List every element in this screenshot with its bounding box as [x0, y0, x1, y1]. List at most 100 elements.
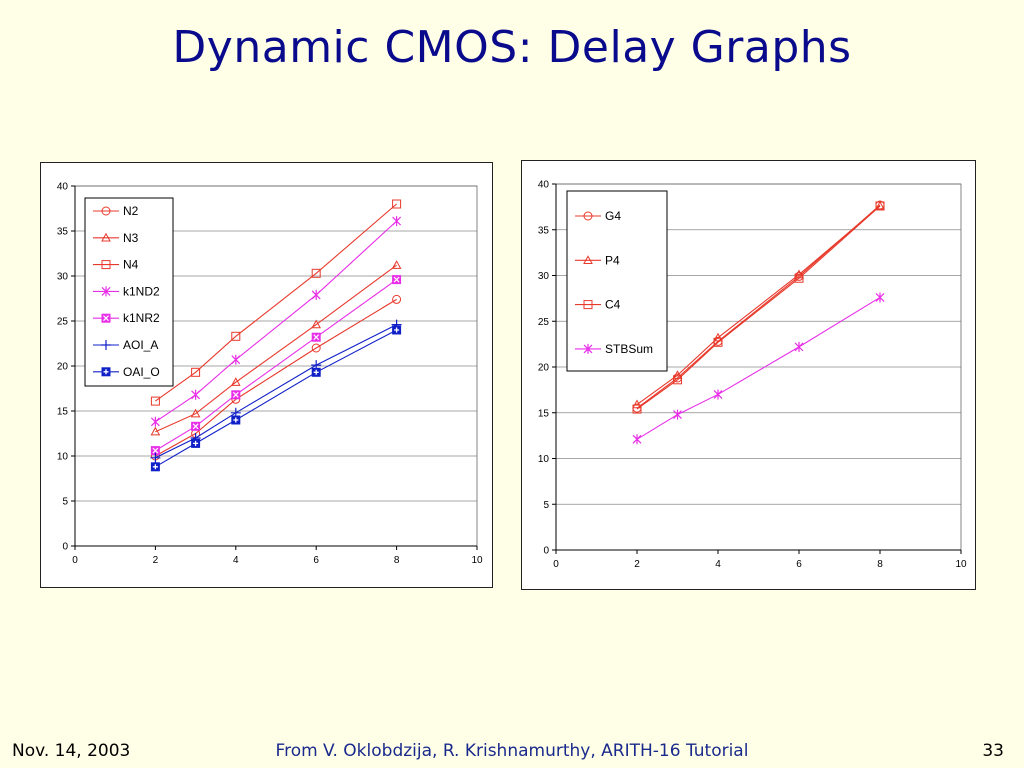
chart0-y-tick-label: 10 [57, 452, 69, 463]
chart0-x-tick-label: 6 [313, 555, 319, 566]
chart1-legend: G4 P4 C4 STBSum [566, 190, 668, 372]
chart0-data-point [392, 294, 402, 304]
chart0-data-point [311, 367, 321, 377]
chart0-series-oai-o [150, 325, 402, 472]
chart1-legend-label: P4 [605, 253, 620, 267]
chart0-legend-label: k1NR2 [123, 311, 160, 325]
footer-date: Nov. 14, 2003 [12, 741, 131, 761]
chart0-data-point [231, 331, 241, 341]
chart1-legend-marker [583, 255, 593, 264]
chart0-data-point [231, 354, 241, 365]
chart0-data-point [150, 416, 160, 427]
delay-chart-right: 0 5 10 15 20 25 30 35 40 0 2 4 6 8 10 G4 P4 C4 STBSum [521, 160, 976, 590]
chart0-legend: N2 N3 N4 k1ND2 k1NR2 AOI_A OAI_O [84, 197, 174, 387]
chart1-y-tick-label: 5 [543, 500, 549, 511]
chart1-data-point [875, 201, 885, 211]
delay-chart-right-svg: 0 5 10 15 20 25 30 35 40 0 2 4 6 8 10 G4 P4 C4 STBSum [538, 180, 967, 571]
chart0-legend-marker [101, 232, 111, 242]
chart1-y-tick-label: 15 [538, 408, 550, 419]
chart0-data-point [392, 325, 402, 335]
chart0-x-tick-label: 8 [394, 555, 400, 566]
chart0-data-point [311, 268, 321, 278]
chart1-x-tick-label: 4 [715, 559, 721, 570]
chart1-legend-marker [583, 211, 593, 221]
chart0-series-k1nr2 [150, 275, 402, 456]
chart1-data-point [875, 200, 885, 210]
chart0-legend-marker [101, 367, 111, 377]
chart0-y-tick-label: 0 [62, 542, 68, 553]
chart0-data-point [392, 275, 402, 285]
chart1-series-stbsum [632, 292, 885, 445]
chart0-y-tick-label: 25 [57, 317, 69, 328]
chart1-y-tick-label: 0 [543, 546, 549, 557]
chart0-data-point [191, 421, 201, 431]
chart0-y-tick-label: 20 [57, 362, 69, 373]
chart0-data-point [311, 343, 321, 353]
chart1-series-line [636, 205, 881, 405]
chart1-data-point [632, 399, 642, 409]
chart0-data-point [392, 199, 402, 209]
chart1-data-point [673, 375, 682, 385]
chart0-y-tick-label: 30 [57, 272, 69, 283]
chart1-y-tick-label: 35 [538, 225, 550, 236]
chart0-data-point [391, 260, 402, 269]
chart0-data-point [311, 332, 321, 342]
chart1-legend-marker [583, 300, 593, 310]
chart1-series-c4 [632, 201, 885, 414]
chart0-data-point [311, 319, 322, 329]
chart1-data-point [794, 341, 804, 352]
chart0-legend-label: AOI_A [123, 338, 158, 352]
chart0-legend-box [84, 197, 174, 387]
chart1-data-point [713, 389, 723, 400]
chart1-series-line [636, 205, 881, 410]
chart0-data-point [191, 389, 201, 400]
chart1-legend-label: C4 [605, 298, 621, 312]
chart0-legend-item: k1ND2 [93, 284, 160, 298]
chart1-x-tick-label: 0 [553, 559, 559, 570]
chart0-legend-item: N2 [93, 204, 139, 218]
page-number: 33 [982, 741, 1004, 761]
chart0-legend-label: N2 [123, 204, 139, 218]
chart0-legend-marker [101, 260, 111, 270]
chart1-legend-label: STBSum [605, 342, 653, 356]
chart0-data-point [150, 452, 161, 463]
chart1-legend-marker [583, 343, 593, 354]
chart1-data-point [632, 404, 642, 414]
chart1-legend-item: G4 [575, 209, 621, 223]
chart0-data-point [392, 216, 402, 227]
chart1-data-point [673, 409, 682, 420]
chart1-data-point [794, 273, 804, 283]
chart0-legend-item: OAI_O [93, 365, 160, 379]
chart0-data-point [231, 415, 241, 425]
chart0-legend-label: N3 [123, 231, 139, 245]
chart0-legend-marker [101, 286, 111, 297]
chart0-series-aoi-a [150, 319, 402, 463]
chart1-x-tick-label: 2 [634, 559, 640, 570]
chart1-x-tick-label: 10 [955, 559, 967, 570]
chart1-x-tick-label: 6 [796, 559, 802, 570]
chart0-data-point [230, 377, 241, 386]
chart0-x-tick-label: 0 [72, 555, 78, 566]
chart1-legend-item: STBSum [575, 342, 653, 356]
chart0-x-tick-label: 4 [233, 555, 239, 566]
chart1-y-tick-label: 30 [538, 271, 550, 282]
chart1-y-tick-label: 40 [538, 180, 550, 191]
chart1-legend-item: C4 [575, 298, 621, 312]
chart0-data-point [191, 367, 201, 377]
chart0-data-point [190, 408, 201, 418]
chart0-y-tick-label: 40 [57, 182, 69, 193]
chart0-y-tick-label: 35 [57, 227, 69, 238]
chart0-series-line [155, 203, 397, 402]
chart1-y-tick-label: 25 [538, 317, 550, 328]
chart1-x-tick-label: 8 [877, 559, 883, 570]
chart0-x-tick-label: 2 [153, 555, 159, 566]
delay-chart-left-svg: 0 5 10 15 20 25 30 35 40 0 2 4 6 8 10 N2 N3 N4 k1ND2 k1NR2 A… [57, 182, 483, 567]
chart1-data-point [632, 434, 642, 445]
chart0-legend-item: N4 [93, 258, 139, 272]
chart1-series-p4 [632, 200, 885, 409]
chart0-legend-item: AOI_A [93, 338, 158, 352]
chart0-data-point [311, 289, 321, 300]
footer-credit: From V. Oklobdzija, R. Krishnamurthy, AR… [275, 741, 749, 761]
chart1-legend-box [566, 190, 668, 372]
chart0-x-tick-label: 10 [471, 555, 483, 566]
